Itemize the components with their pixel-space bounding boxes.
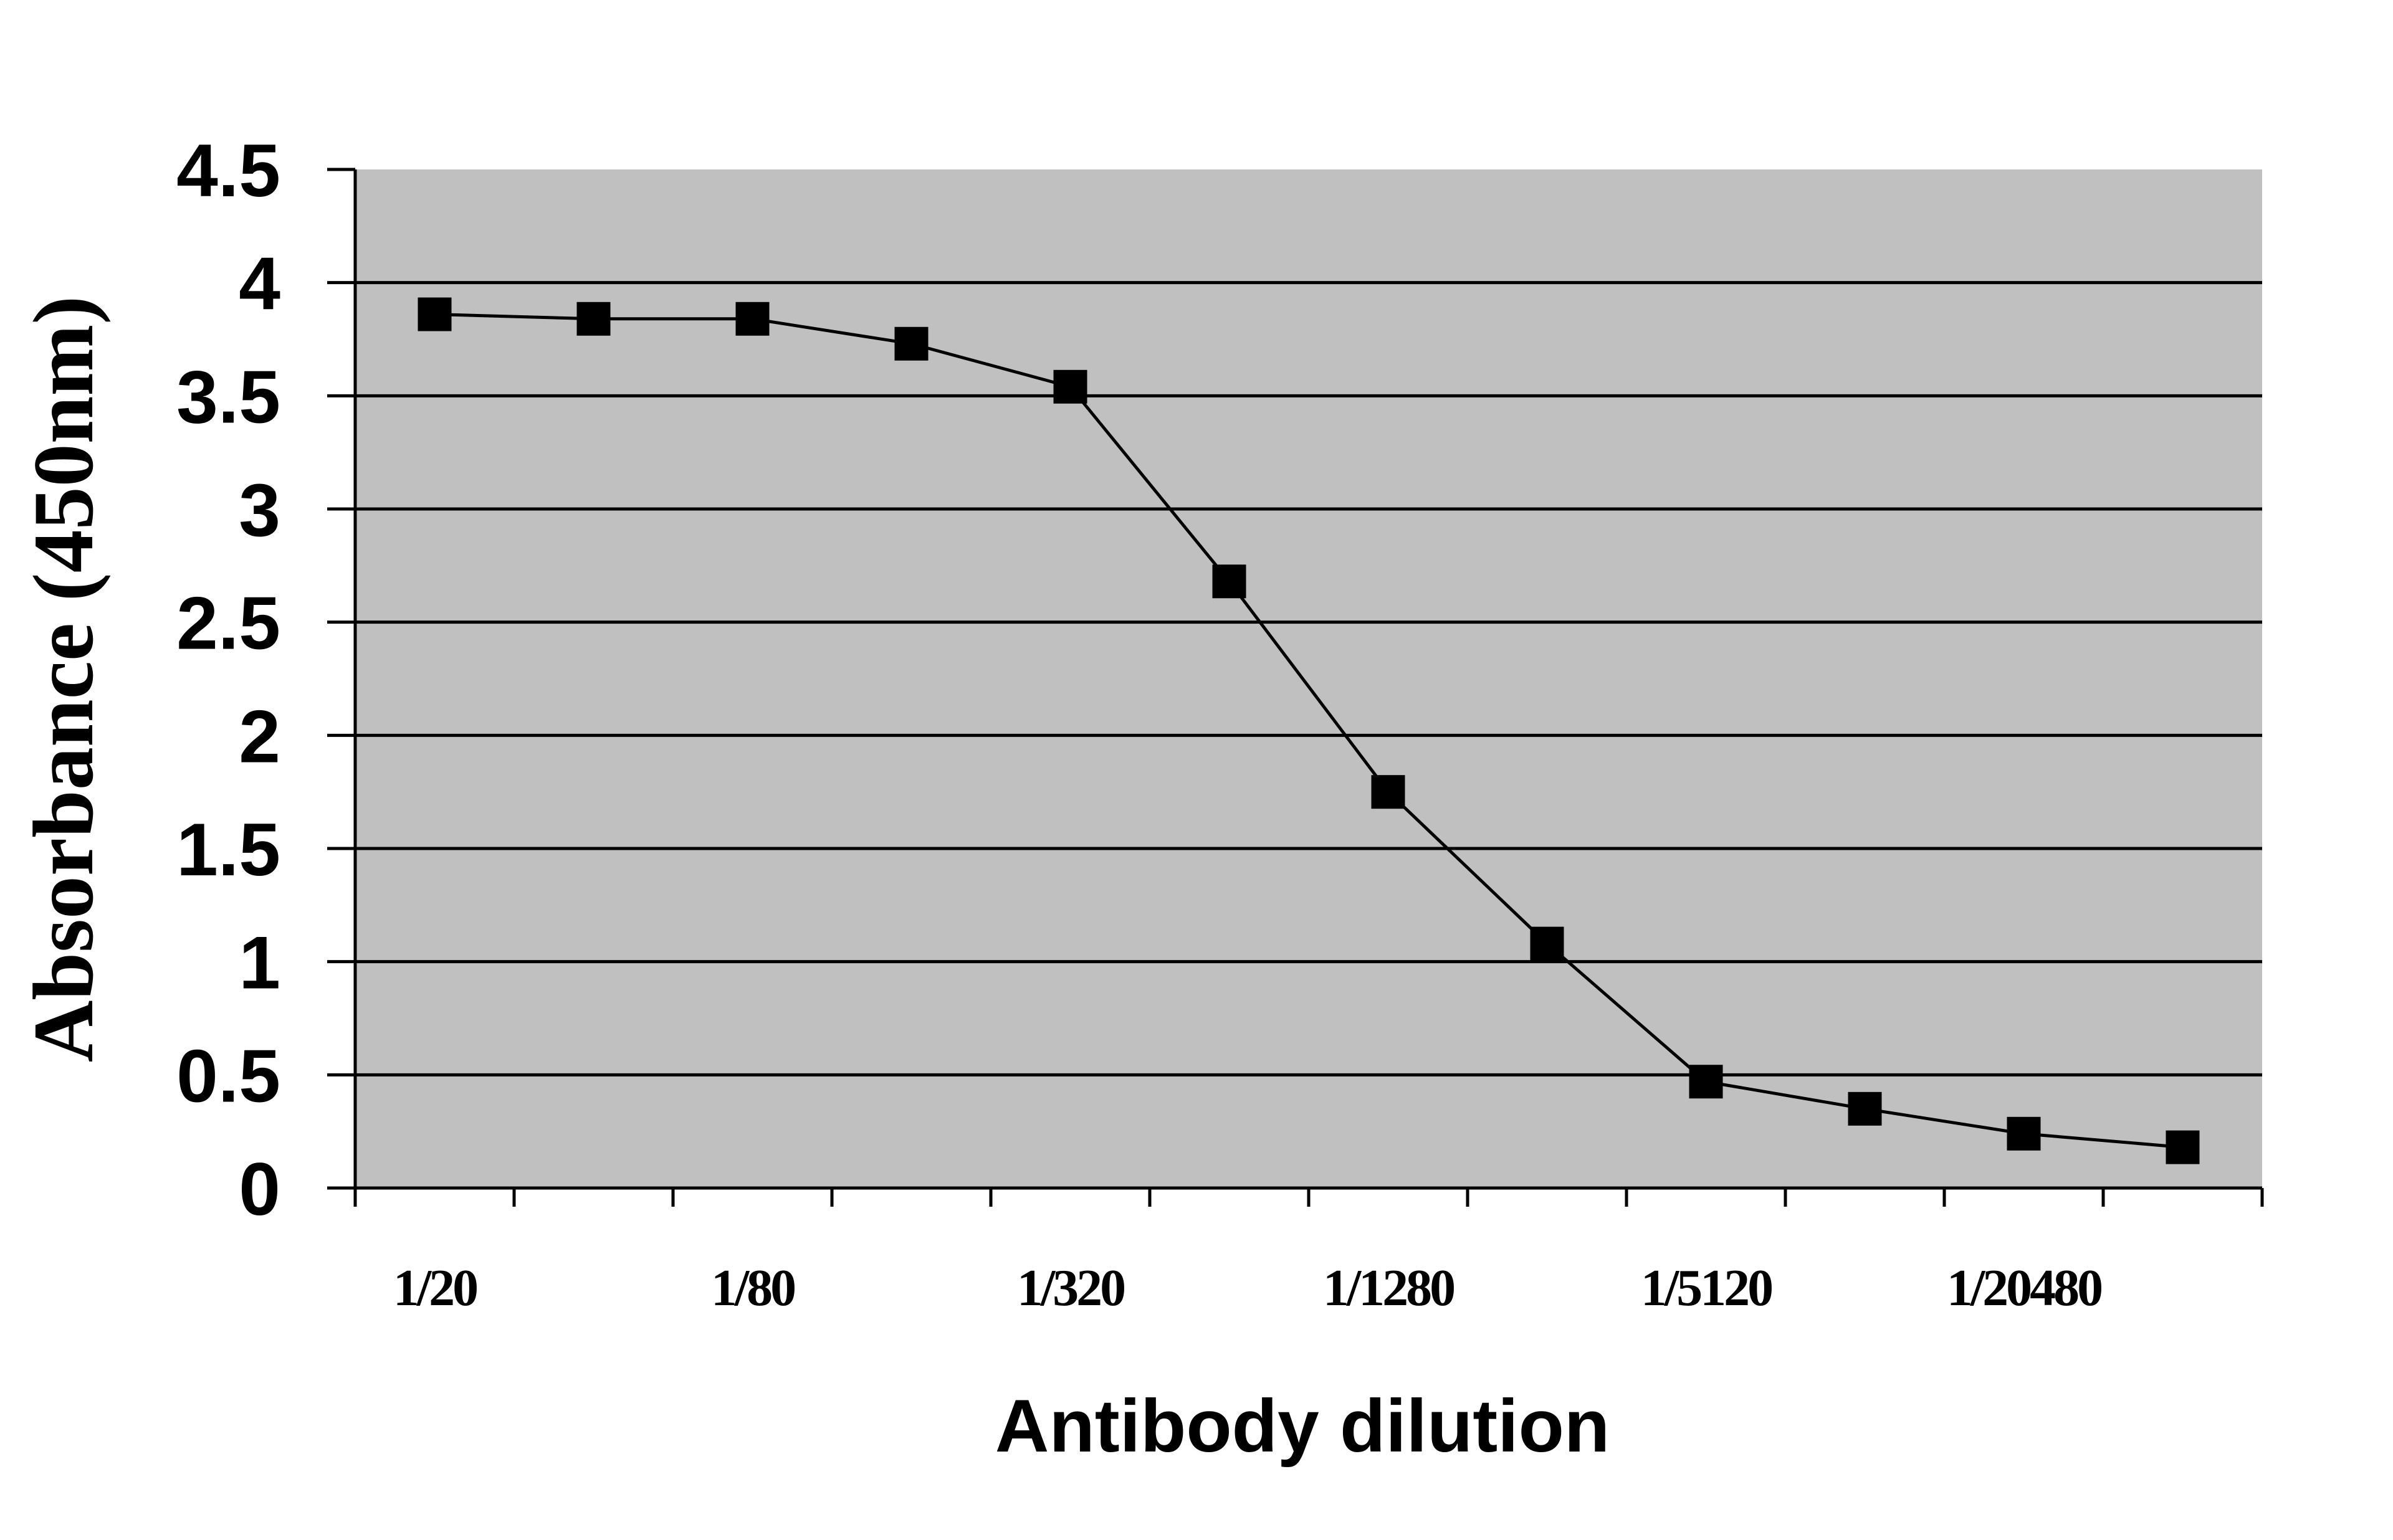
data-point — [1371, 775, 1405, 809]
y-tick-label: 3.5 — [176, 355, 280, 439]
series-group — [418, 297, 2200, 1164]
data-point — [1212, 564, 1246, 599]
data-point — [2007, 1116, 2041, 1151]
x-tick-label: 1/80 — [711, 1259, 795, 1317]
y-tick-label: 3 — [239, 468, 280, 552]
y-tick-label: 0.5 — [176, 1034, 280, 1118]
x-tick-label: 1/20 — [393, 1259, 477, 1317]
y-tick-label: 4 — [239, 242, 280, 326]
y-axis-label: Absorbance (450nm) — [16, 296, 111, 1062]
axes — [327, 168, 2264, 1207]
x-tick-label: 1/320 — [1017, 1259, 1124, 1317]
series-line — [434, 313, 2183, 1149]
x-tick-label: 1/20480 — [1947, 1259, 2101, 1317]
x-tick-labels: 1/20 1/80 1/320 1/1280 1/5120 1/20480 — [393, 1259, 2104, 1317]
y-tick-label: 4.5 — [176, 129, 280, 212]
data-point — [1530, 926, 1564, 961]
data-point — [1053, 369, 1087, 404]
y-tick-label: 1.5 — [176, 808, 280, 891]
x-axis-label: Antibody dilution — [995, 1384, 1610, 1468]
y-tick-label: 2.5 — [176, 582, 280, 665]
data-point — [735, 302, 770, 336]
y-tick-label: 2 — [239, 695, 280, 778]
data-point — [1848, 1091, 1882, 1126]
data-point — [2166, 1130, 2200, 1164]
x-tick-label: 1/5120 — [1641, 1259, 1772, 1317]
y-tick-label: 0 — [239, 1148, 280, 1231]
data-point — [1689, 1065, 1723, 1099]
y-tick-labels: 0 0.5 1 1.5 2 2.5 3 3.5 4 4.5 — [176, 129, 280, 1231]
x-tick-label: 1/1280 — [1323, 1259, 1454, 1317]
y-tick-label: 1 — [239, 921, 280, 1005]
data-point — [418, 297, 452, 331]
plot-area — [355, 169, 2262, 1188]
data-point — [894, 326, 929, 361]
gridlines — [355, 281, 2262, 1077]
data-point — [576, 302, 611, 336]
